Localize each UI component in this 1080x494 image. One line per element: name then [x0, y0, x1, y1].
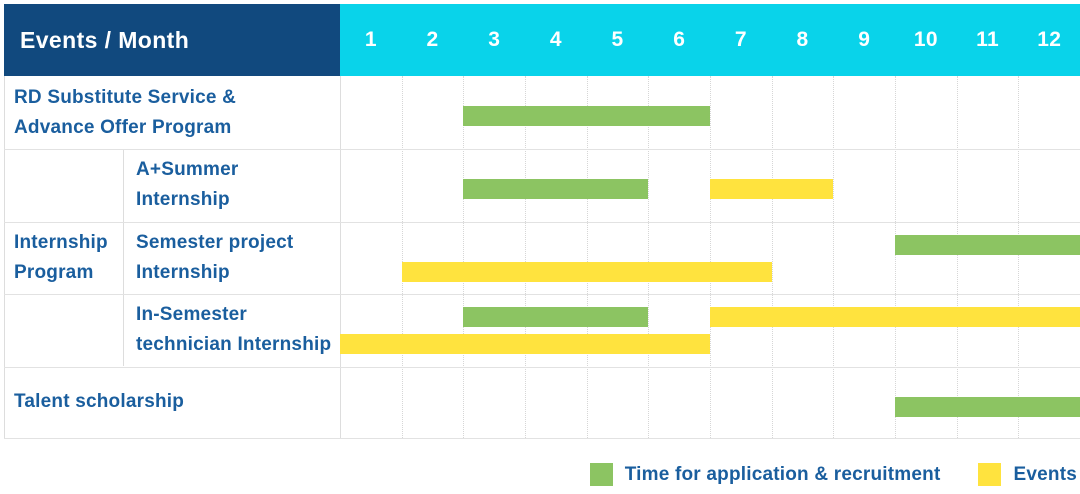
gantt-bar-application — [463, 106, 710, 126]
row-label-line: Talent scholarship — [14, 391, 185, 412]
month-gridline — [1018, 76, 1020, 438]
month-gridline — [648, 76, 650, 438]
month-header-cell: 5 — [611, 28, 624, 51]
row-divider — [4, 294, 1080, 295]
month-header-cell: 2 — [426, 28, 439, 51]
legend-swatch-application — [589, 463, 613, 486]
month-gridline — [771, 76, 773, 438]
month-gridline — [710, 76, 711, 438]
month-header-cell: 1 — [364, 28, 377, 51]
month-header-cell: 6 — [673, 28, 686, 51]
row-label-rd-substitute: RD Substitute Service & Advance Offer Pr… — [14, 76, 334, 149]
month-header-cell: 12 — [1037, 28, 1062, 51]
gantt-bar-event — [710, 179, 834, 199]
month-header-cell: 9 — [858, 28, 871, 51]
label-grid-divider — [340, 76, 341, 438]
row-label-a-plus-summer: A+Summer Internship — [136, 149, 336, 221]
gantt-bar-event — [340, 334, 710, 354]
row-label-in-semester-technician: In-Semester technician Internship — [136, 294, 346, 366]
month-header-cell: 4 — [549, 28, 562, 51]
gantt-bar-application — [895, 396, 1080, 417]
row-label-line: technician Internship — [136, 334, 332, 355]
row-label-line: Advance Offer Program — [14, 116, 232, 138]
row-label-line: In-Semester — [136, 304, 247, 325]
header-title-cell: Events / Month — [4, 4, 340, 76]
page-title: Events / Month — [20, 26, 190, 53]
row-divider — [4, 366, 1080, 368]
row-label-talent-scholarship: Talent scholarship — [14, 367, 334, 438]
table-left-border — [4, 76, 5, 438]
group-sub-divider — [123, 149, 124, 366]
month-gridline — [401, 76, 403, 438]
month-header-cell: 3 — [488, 28, 501, 51]
month-header-row: 1 2 3 4 5 6 7 8 9 10 11 12 — [340, 4, 1080, 76]
gantt-bar-event — [710, 307, 1080, 327]
row-label-semester-project: Semester project Internship — [136, 222, 336, 294]
month-gridline — [525, 76, 526, 438]
row-label-line: Internship — [136, 261, 230, 283]
row-divider — [4, 221, 1080, 223]
gantt-bar-application — [895, 234, 1080, 255]
gantt-bar-event — [401, 261, 772, 282]
month-gridline — [463, 76, 465, 438]
month-header-cell: 7 — [734, 28, 747, 51]
month-header-cell: 11 — [976, 28, 999, 51]
row-label-line: Semester project — [136, 231, 294, 253]
month-gridline — [833, 76, 835, 438]
group-label-internship-program: Internship Program — [14, 149, 114, 366]
legend: Time for application & recruitment Event… — [589, 463, 1077, 486]
month-gridline — [895, 76, 896, 438]
row-label-line: A+Summer — [136, 159, 239, 180]
legend-item-events: Events — [978, 463, 1077, 486]
group-label-line: Program — [14, 261, 94, 283]
row-label-line: Internship — [136, 189, 230, 210]
month-header-cell: 8 — [796, 28, 809, 51]
legend-label-application: Time for application & recruitment — [624, 463, 941, 485]
month-gridline — [956, 76, 958, 438]
row-divider — [4, 149, 1080, 150]
row-label-line: RD Substitute Service & — [14, 86, 237, 108]
table-bottom-border — [4, 438, 1080, 439]
gantt-bar-application — [463, 307, 649, 327]
group-label-line: Internship — [14, 231, 108, 253]
month-header-cell: 10 — [913, 28, 938, 51]
legend-swatch-events — [978, 463, 1002, 486]
legend-item-application: Time for application & recruitment — [589, 463, 941, 486]
gantt-bar-application — [463, 179, 649, 199]
legend-label-events: Events — [1013, 463, 1077, 485]
month-gridline — [586, 76, 588, 438]
